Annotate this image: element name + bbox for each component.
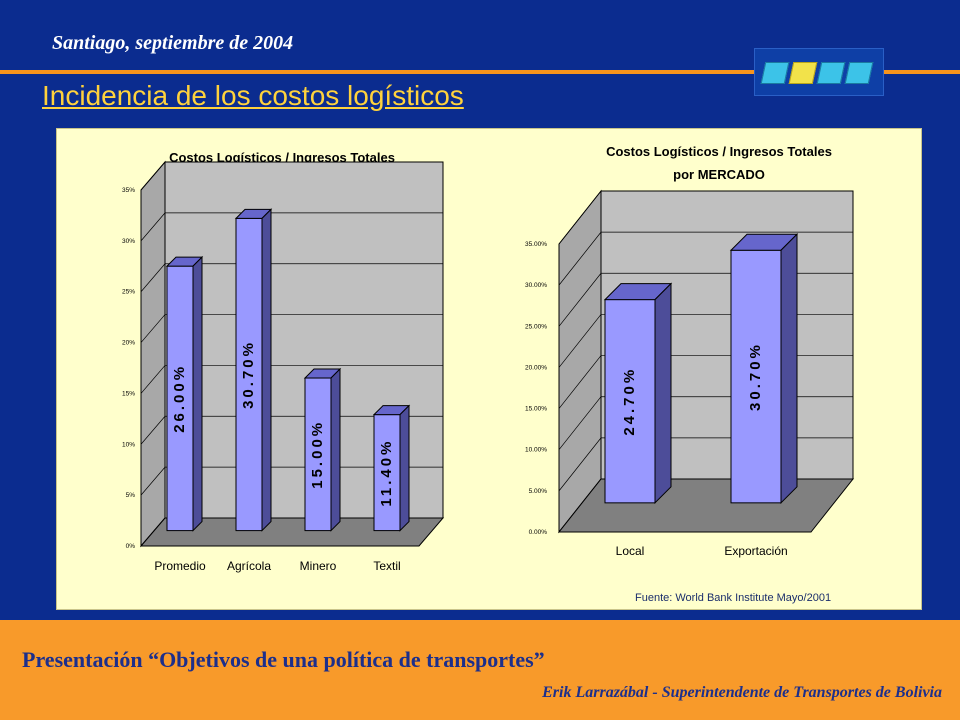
chart-sector-productivo: Costos Logísticos / Ingresos Totalespor … <box>122 150 445 573</box>
y-tick-label: 25% <box>122 289 135 296</box>
logo-cube-3 <box>816 62 846 84</box>
bar-data-label: 30.70% <box>747 342 764 411</box>
footer-background <box>0 620 960 720</box>
chart-title-line1: Costos Logísticos / Ingresos Totales <box>606 144 832 159</box>
gridline <box>558 231 853 286</box>
y-tick-label: 0.00% <box>529 529 548 536</box>
bar-side <box>261 208 272 532</box>
gridline <box>140 263 443 292</box>
y-tick-label: 20% <box>122 340 135 347</box>
chart-panel: Costos Logísticos / Ingresos Totales por … <box>56 128 922 610</box>
cube-letters-logo-icon <box>754 48 884 96</box>
y-tick-label: 10% <box>122 441 135 448</box>
bar-data-label: 15.00% <box>309 420 326 489</box>
gridline <box>140 415 443 445</box>
y-tick-label: 0% <box>126 543 136 550</box>
chart-title-line1: Costos Logísticos / Ingresos Totales <box>169 150 395 165</box>
y-tick-label: 5.00% <box>529 488 548 495</box>
bar-data-label: 24.70% <box>621 367 638 436</box>
x-category-label: Exportación <box>724 544 787 558</box>
bar-data-label: 30.70% <box>240 340 257 409</box>
gridline <box>140 365 443 394</box>
charts-svg: Costos Logísticos / Ingresos Totales por … <box>122 144 855 604</box>
logo-cube-1 <box>760 62 790 84</box>
bar-front <box>730 249 782 504</box>
y-tick-label: 15% <box>122 390 135 397</box>
y-tick-label: 5% <box>126 492 136 499</box>
y-tick-label: 35.00% <box>525 241 547 248</box>
y-tick-label: 30% <box>122 238 135 245</box>
y-tick-label: 15.00% <box>525 406 547 413</box>
footer-presentation-title: Presentación “Objetivos de una política … <box>22 647 545 672</box>
gridline <box>140 161 443 191</box>
slide-title: Incidencia de los costos logísticos <box>42 80 464 111</box>
bar-side <box>399 404 410 532</box>
logo-cube-2 <box>788 62 818 84</box>
dateline: Santiago, septiembre de 2004 <box>52 32 294 54</box>
x-category-label: Textil <box>373 559 400 573</box>
bar-side <box>330 367 341 532</box>
chart-title-line2: por MERCADO <box>673 167 765 182</box>
source-note: Fuente: World Bank Institute Mayo/2001 <box>635 592 831 604</box>
footer-author: Erik Larrazábal - Superintendente de Tra… <box>542 684 942 701</box>
header-divider <box>0 70 960 74</box>
side-wall <box>140 160 166 548</box>
chart-mercado: Costos Logísticos / Ingresos Totales por … <box>525 144 855 558</box>
bar-side <box>780 233 798 505</box>
logo-cube-4 <box>844 62 874 84</box>
y-tick-label: 30.00% <box>525 282 547 289</box>
x-category-label: Agrícola <box>227 559 271 573</box>
x-category-label: Minero <box>300 559 337 573</box>
gridline <box>140 314 443 343</box>
bar-data-label: 26.00% <box>171 364 188 433</box>
y-tick-label: 25.00% <box>525 323 547 330</box>
gridline <box>140 517 443 547</box>
gridline <box>140 212 443 242</box>
floor <box>557 478 855 533</box>
y-tick-label: 20.00% <box>525 364 547 371</box>
bar-side <box>654 282 672 505</box>
bar-side <box>192 255 203 532</box>
x-category-label: Promedio <box>154 559 206 573</box>
gridline <box>558 190 853 245</box>
x-category-label: Local <box>616 544 645 558</box>
gridline <box>140 466 443 496</box>
y-tick-label: 10.00% <box>525 447 547 454</box>
bar-front <box>235 217 263 532</box>
bar-data-label: 11.40% <box>378 439 395 507</box>
side-wall <box>558 189 602 534</box>
y-tick-label: 35% <box>122 187 135 194</box>
